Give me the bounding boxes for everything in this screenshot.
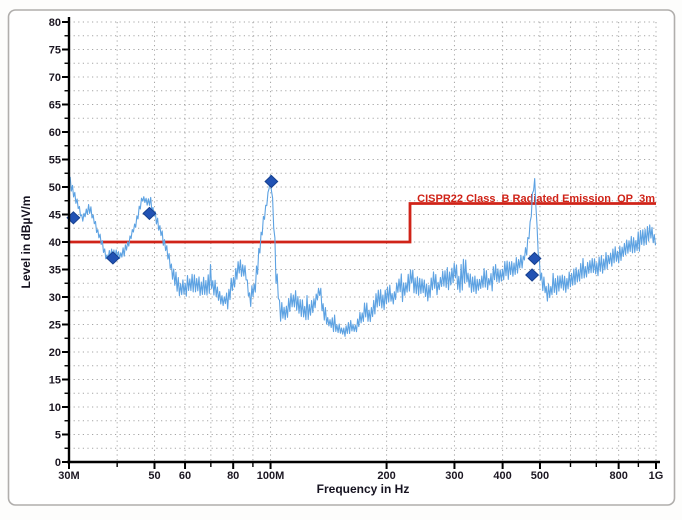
y-tick-label: 25 (49, 320, 61, 332)
y-tick-label: 45 (49, 210, 61, 222)
y-tick-label: 15 (49, 375, 61, 387)
limit-line (69, 202, 656, 244)
x-tick-label: 300 (445, 470, 463, 482)
y-tick-label: 70 (49, 72, 61, 84)
measurement-trace (68, 174, 657, 337)
y-tick-label: 35 (49, 265, 61, 277)
x-tick-label: 60 (179, 470, 191, 482)
y-tick-label: 30 (49, 292, 61, 304)
x-tick-label: 500 (531, 470, 549, 482)
y-axis-title: Level in dBµV/m (19, 196, 33, 289)
qp-marker-diamond (142, 206, 157, 221)
y-tick-label: 5 (55, 430, 61, 442)
y-tick-label: 50 (49, 182, 61, 194)
x-tick-label: 80 (227, 470, 239, 482)
x-tick-label: 30M (58, 470, 79, 482)
qp-marker-diamond (105, 251, 120, 265)
radiated-emission-peak-trace (68, 174, 657, 337)
x-tick-label: 100M (257, 470, 285, 482)
qp-marker-diamond (527, 251, 542, 266)
x-tick-label: 200 (377, 470, 395, 482)
axes: 0 5 10 15 20 25 30 35 40 45 50 55 60 65 70 75 80 30M 50 60 8… (49, 17, 664, 482)
x-axis-title: Frequency in Hz (317, 482, 410, 496)
cispr22-limit-line (69, 202, 656, 244)
limit-line-label: CISPR22 Class_B Radiated Emission_QP_3m (417, 193, 655, 205)
y-tick-label: 80 (49, 17, 61, 29)
x-tick-label: 400 (493, 470, 511, 482)
qp-markers (66, 174, 542, 282)
qp-marker-diamond (525, 268, 540, 282)
x-tick-label: 800 (609, 470, 627, 482)
x-tick-label: 1G (649, 470, 664, 482)
y-tick-label: 60 (49, 127, 61, 139)
y-tick-label: 75 (49, 45, 61, 57)
qp-marker-diamond (264, 174, 279, 189)
y-tick-label: 10 (49, 402, 61, 414)
outer-border (7, 9, 676, 506)
y-tick-label: 0 (55, 457, 61, 469)
y-tick-label: 65 (49, 100, 61, 112)
y-tick-label: 20 (49, 347, 61, 359)
x-tick-label: 50 (148, 470, 160, 482)
y-tick-label: 40 (49, 237, 61, 249)
y-tick-label: 55 (49, 155, 61, 167)
